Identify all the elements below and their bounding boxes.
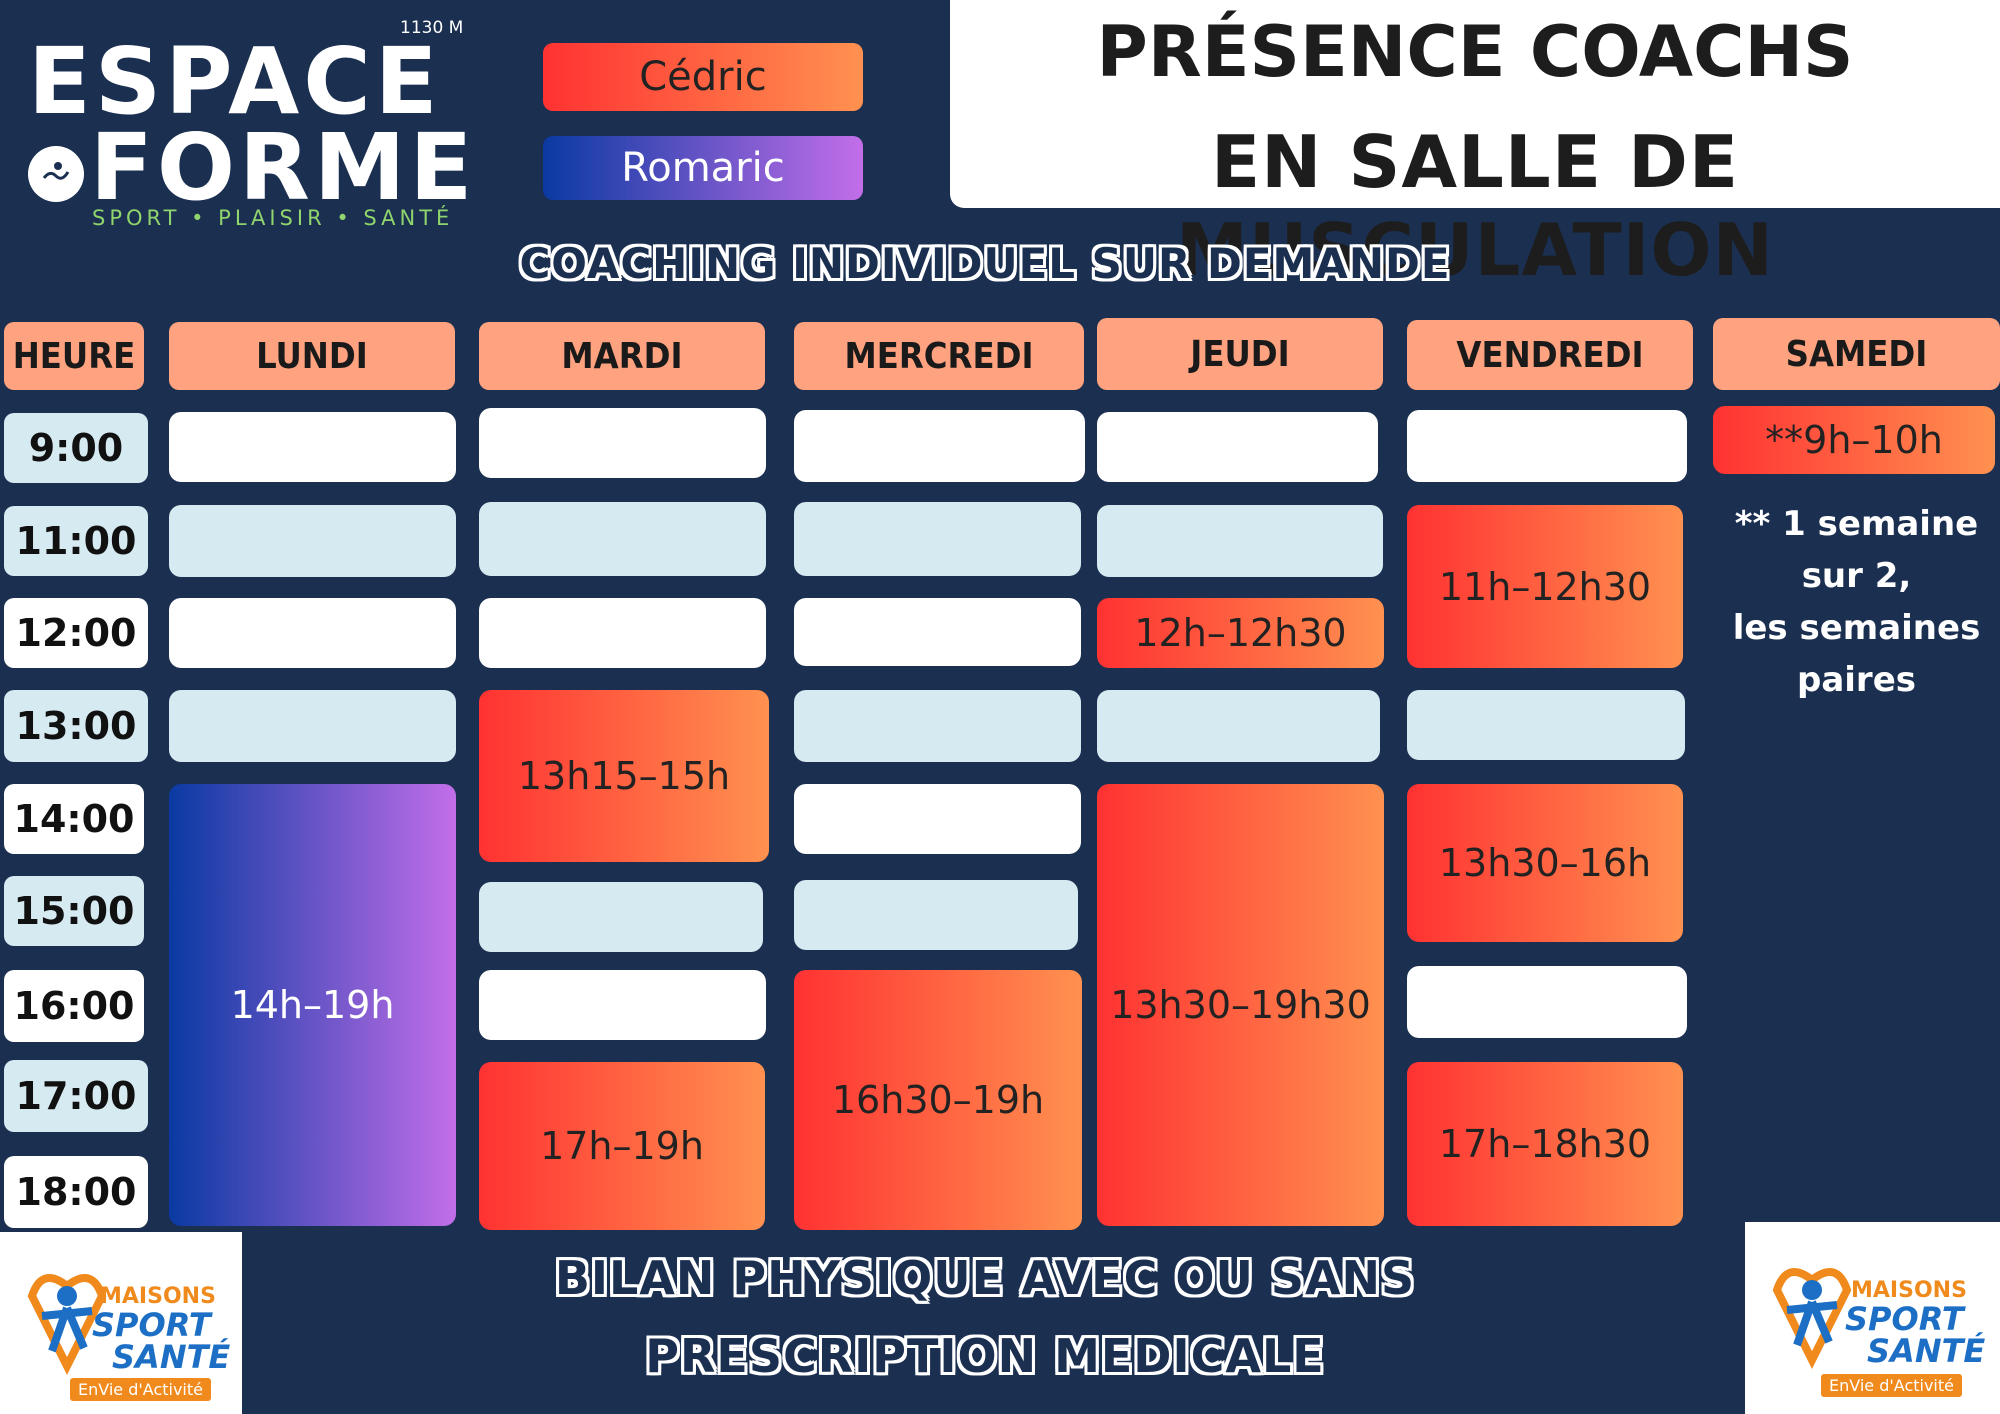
empty-slot: [794, 598, 1081, 666]
page-title-line2: EN SALLE DE MUSCULATION: [1176, 120, 1774, 292]
slot-cedric-friday-1: 11h–12h30: [1407, 505, 1683, 668]
badge-line1: MAISONS: [1851, 1278, 1967, 1303]
empty-slot: [1097, 412, 1378, 482]
logo-line-forme: FORME: [90, 114, 477, 221]
header-saturday: SAMEDI: [1713, 318, 2000, 390]
logo-line-espace: ESPACE: [28, 28, 442, 135]
header-wednesday: MERCREDI: [794, 322, 1084, 390]
slot-cedric-thursday-2: 13h30–19h30: [1097, 784, 1384, 1226]
slot-cedric-tuesday-1: 13h15–15h: [479, 690, 769, 862]
empty-slot: [794, 502, 1081, 576]
footer-line1: BILAN PHYSIQUE AVEC OU SANS: [554, 1251, 1416, 1305]
empty-slot: [1097, 690, 1380, 762]
slot-cedric-wednesday: 16h30–19h: [794, 970, 1082, 1230]
badge-line2: SPORT: [1845, 1300, 1964, 1338]
badge-line4: EnVie d'Activité: [1821, 1374, 1962, 1397]
header-hour: HEURE: [4, 322, 144, 390]
slot-cedric-saturday: **9h–10h: [1713, 406, 1995, 474]
empty-slot: [794, 784, 1081, 854]
badge-line3: SANTÉ: [112, 1338, 231, 1376]
badge-line4: EnVie d'Activité: [70, 1378, 211, 1401]
slot-cedric-tuesday-2: 17h–19h: [479, 1062, 765, 1230]
empty-slot: [169, 598, 456, 668]
header-tuesday: MARDI: [479, 322, 765, 390]
subtitle: COACHING INDIVIDUEL SUR DEMANDE: [519, 239, 1451, 288]
badge-line3: SANTÉ: [1867, 1332, 1986, 1370]
slot-cedric-friday-3: 17h–18h30: [1407, 1062, 1683, 1226]
page-title-line1: PRÉSENCE COACHS: [1096, 11, 1854, 93]
hour-label: 15:00: [4, 876, 144, 946]
hour-label: 11:00: [4, 506, 148, 576]
logo-tagline: SPORT • PLAISIR • SANTÉ: [92, 206, 454, 230]
legend-romaric: Romaric: [543, 136, 863, 200]
hour-label: 14:00: [4, 784, 144, 854]
logo-altitude: 1130 M: [400, 18, 464, 38]
empty-slot: [794, 410, 1085, 482]
maisons-sport-sante-badge-right: MAISONS SPORT SANTÉ EnVie d'Activité: [1745, 1222, 2000, 1414]
empty-slot: [169, 412, 456, 482]
slot-romaric-monday: 14h–19h: [169, 784, 456, 1226]
empty-slot: [169, 690, 456, 762]
empty-slot: [479, 408, 766, 478]
empty-slot: [479, 970, 766, 1040]
hour-label: 17:00: [4, 1060, 148, 1132]
slot-cedric-friday-2: 13h30–16h: [1407, 784, 1683, 942]
hour-label: 18:00: [4, 1156, 148, 1228]
note-line: paires: [1797, 660, 1916, 700]
empty-slot: [1407, 410, 1687, 482]
note-line: ** 1 semaine: [1734, 504, 1979, 544]
empty-slot: [794, 880, 1078, 950]
badge-line1: MAISONS: [100, 1284, 216, 1309]
empty-slot: [1097, 505, 1383, 577]
empty-slot: [1407, 690, 1685, 760]
empty-slot: [794, 690, 1081, 762]
athlete-icon: [1772, 1268, 1852, 1369]
legend-cedric: Cédric: [543, 43, 863, 111]
espace-forme-logo: 1130 M ESPACE FORME SPORT • PLAISIR • SA…: [24, 18, 472, 233]
empty-slot: [479, 598, 766, 668]
empty-slot: [479, 502, 766, 576]
empty-slot: [169, 505, 456, 577]
header-friday: VENDREDI: [1407, 320, 1693, 390]
athlete-icon: [27, 1274, 107, 1375]
logo-swimmer-icon: [28, 146, 84, 202]
maisons-sport-sante-badge-left: MAISONS SPORT SANTÉ EnVie d'Activité: [0, 1232, 242, 1414]
header-monday: LUNDI: [169, 322, 455, 390]
note-line: les semaines: [1732, 608, 1981, 648]
badge-line2: SPORT: [92, 1306, 211, 1344]
hour-label: 9:00: [4, 413, 148, 483]
title-panel: [950, 0, 2000, 208]
header-thursday: JEUDI: [1097, 318, 1383, 390]
note-line: sur 2,: [1801, 556, 1912, 596]
slot-cedric-thursday-1: 12h–12h30: [1097, 598, 1384, 668]
empty-slot: [1407, 966, 1687, 1038]
hour-label: 12:00: [4, 598, 148, 668]
empty-slot: [479, 882, 763, 952]
hour-label: 16:00: [4, 970, 144, 1042]
hour-label: 13:00: [4, 690, 148, 762]
footer-line2: PRESCRIPTION MEDICALE: [645, 1329, 1325, 1383]
saturday-note: ** 1 semaine sur 2, les semaines paires: [1713, 498, 2000, 706]
